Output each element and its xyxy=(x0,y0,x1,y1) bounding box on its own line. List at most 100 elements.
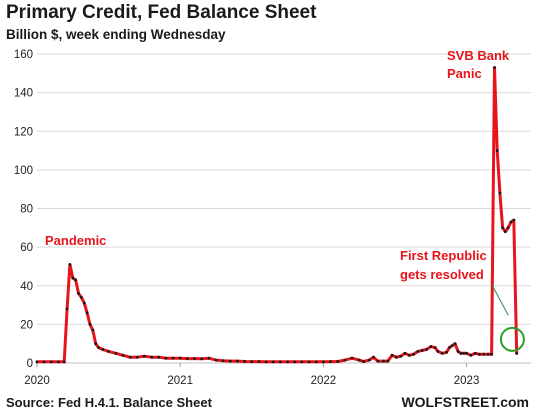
data-point xyxy=(200,357,204,361)
data-point xyxy=(243,360,247,363)
y-tick-label: 60 xyxy=(20,242,33,254)
data-point xyxy=(486,352,490,356)
data-point xyxy=(362,360,365,363)
data-point xyxy=(478,352,481,356)
series-line xyxy=(35,66,519,364)
data-point xyxy=(79,295,83,299)
data-point xyxy=(250,360,254,364)
data-point xyxy=(264,360,268,364)
data-point xyxy=(307,360,311,364)
data-point xyxy=(286,360,289,364)
x-tick-label: 2021 xyxy=(167,375,193,387)
data-point xyxy=(412,352,415,356)
data-point xyxy=(300,360,304,364)
data-point xyxy=(501,226,505,230)
data-point xyxy=(450,344,454,348)
y-tick-label: 40 xyxy=(20,281,33,293)
data-point xyxy=(395,355,398,359)
highlight-circle xyxy=(499,326,525,352)
data-point xyxy=(97,346,100,349)
data-point xyxy=(77,292,80,295)
data-point xyxy=(382,359,385,363)
data-point xyxy=(164,356,168,360)
data-point xyxy=(436,350,440,353)
data-point xyxy=(157,355,161,359)
data-point xyxy=(171,356,175,360)
data-point xyxy=(503,230,507,234)
y-tick-label: 140 xyxy=(14,88,33,100)
data-point xyxy=(257,360,261,364)
data-point xyxy=(74,278,78,282)
data-point xyxy=(94,342,98,346)
data-point xyxy=(49,360,53,364)
data-point xyxy=(71,276,75,280)
data-point xyxy=(207,356,211,360)
data-point xyxy=(35,360,39,364)
data-point xyxy=(65,307,69,311)
y-tick-label: 20 xyxy=(20,319,33,331)
data-point xyxy=(509,220,513,224)
data-point xyxy=(85,311,89,315)
data-point xyxy=(445,350,448,354)
data-point xyxy=(221,359,225,363)
data-point xyxy=(135,355,139,359)
data-point xyxy=(193,357,196,360)
y-tick-label: 160 xyxy=(14,49,33,61)
data-point xyxy=(142,354,146,358)
y-tick-label: 120 xyxy=(14,126,33,138)
x-tick-label: 2023 xyxy=(454,375,480,387)
data-point xyxy=(447,346,451,349)
x-tick-label: 2020 xyxy=(24,375,50,387)
data-point xyxy=(336,360,340,363)
data-point xyxy=(433,346,437,349)
data-point xyxy=(228,359,232,363)
brand-logo: WOLFSTREET.com xyxy=(401,394,529,410)
data-point xyxy=(399,354,403,358)
data-point xyxy=(425,348,428,351)
data-point xyxy=(214,358,218,362)
annotation-first-republic-line: gets resolved xyxy=(400,267,484,282)
data-point xyxy=(490,352,494,356)
data-point xyxy=(343,358,347,362)
chart-source: Source: Fed H.4.1. Balance Sheet xyxy=(6,395,212,410)
data-point xyxy=(128,355,132,359)
annotation-svb-line: Panic xyxy=(447,66,482,81)
data-point xyxy=(506,226,510,230)
data-point xyxy=(498,191,502,195)
chart-subtitle: Billion $, week ending Wednesday xyxy=(6,27,226,42)
data-point xyxy=(271,360,275,364)
data-point xyxy=(459,351,463,355)
data-point xyxy=(462,351,466,355)
y-tick-label: 0 xyxy=(27,358,33,370)
data-point xyxy=(420,349,424,352)
data-point xyxy=(456,350,460,353)
data-point xyxy=(62,360,66,364)
annotation-svb-line: SVB Bank xyxy=(447,48,510,63)
data-point xyxy=(473,351,477,355)
data-point xyxy=(57,360,60,364)
data-point xyxy=(512,218,516,222)
data-point xyxy=(515,351,519,355)
data-point xyxy=(91,328,95,332)
data-point xyxy=(150,355,153,359)
data-point xyxy=(482,352,486,356)
chart-title: Primary Credit, Fed Balance Sheet xyxy=(6,2,317,23)
data-point xyxy=(82,301,86,305)
data-point xyxy=(42,360,46,364)
data-point xyxy=(121,353,125,357)
data-point xyxy=(429,345,433,348)
data-point xyxy=(350,356,354,360)
data-point xyxy=(329,360,332,364)
data-point xyxy=(314,360,318,364)
annotation-first-republic-line: First Republic xyxy=(400,248,487,263)
data-point xyxy=(493,66,496,69)
data-point xyxy=(440,351,444,355)
data-point xyxy=(403,351,407,355)
data-point xyxy=(101,348,105,351)
data-point xyxy=(453,342,457,346)
data-point xyxy=(178,356,182,360)
y-tick-label: 100 xyxy=(14,165,33,177)
data-point xyxy=(465,351,468,355)
y-tick-label: 80 xyxy=(20,204,33,216)
